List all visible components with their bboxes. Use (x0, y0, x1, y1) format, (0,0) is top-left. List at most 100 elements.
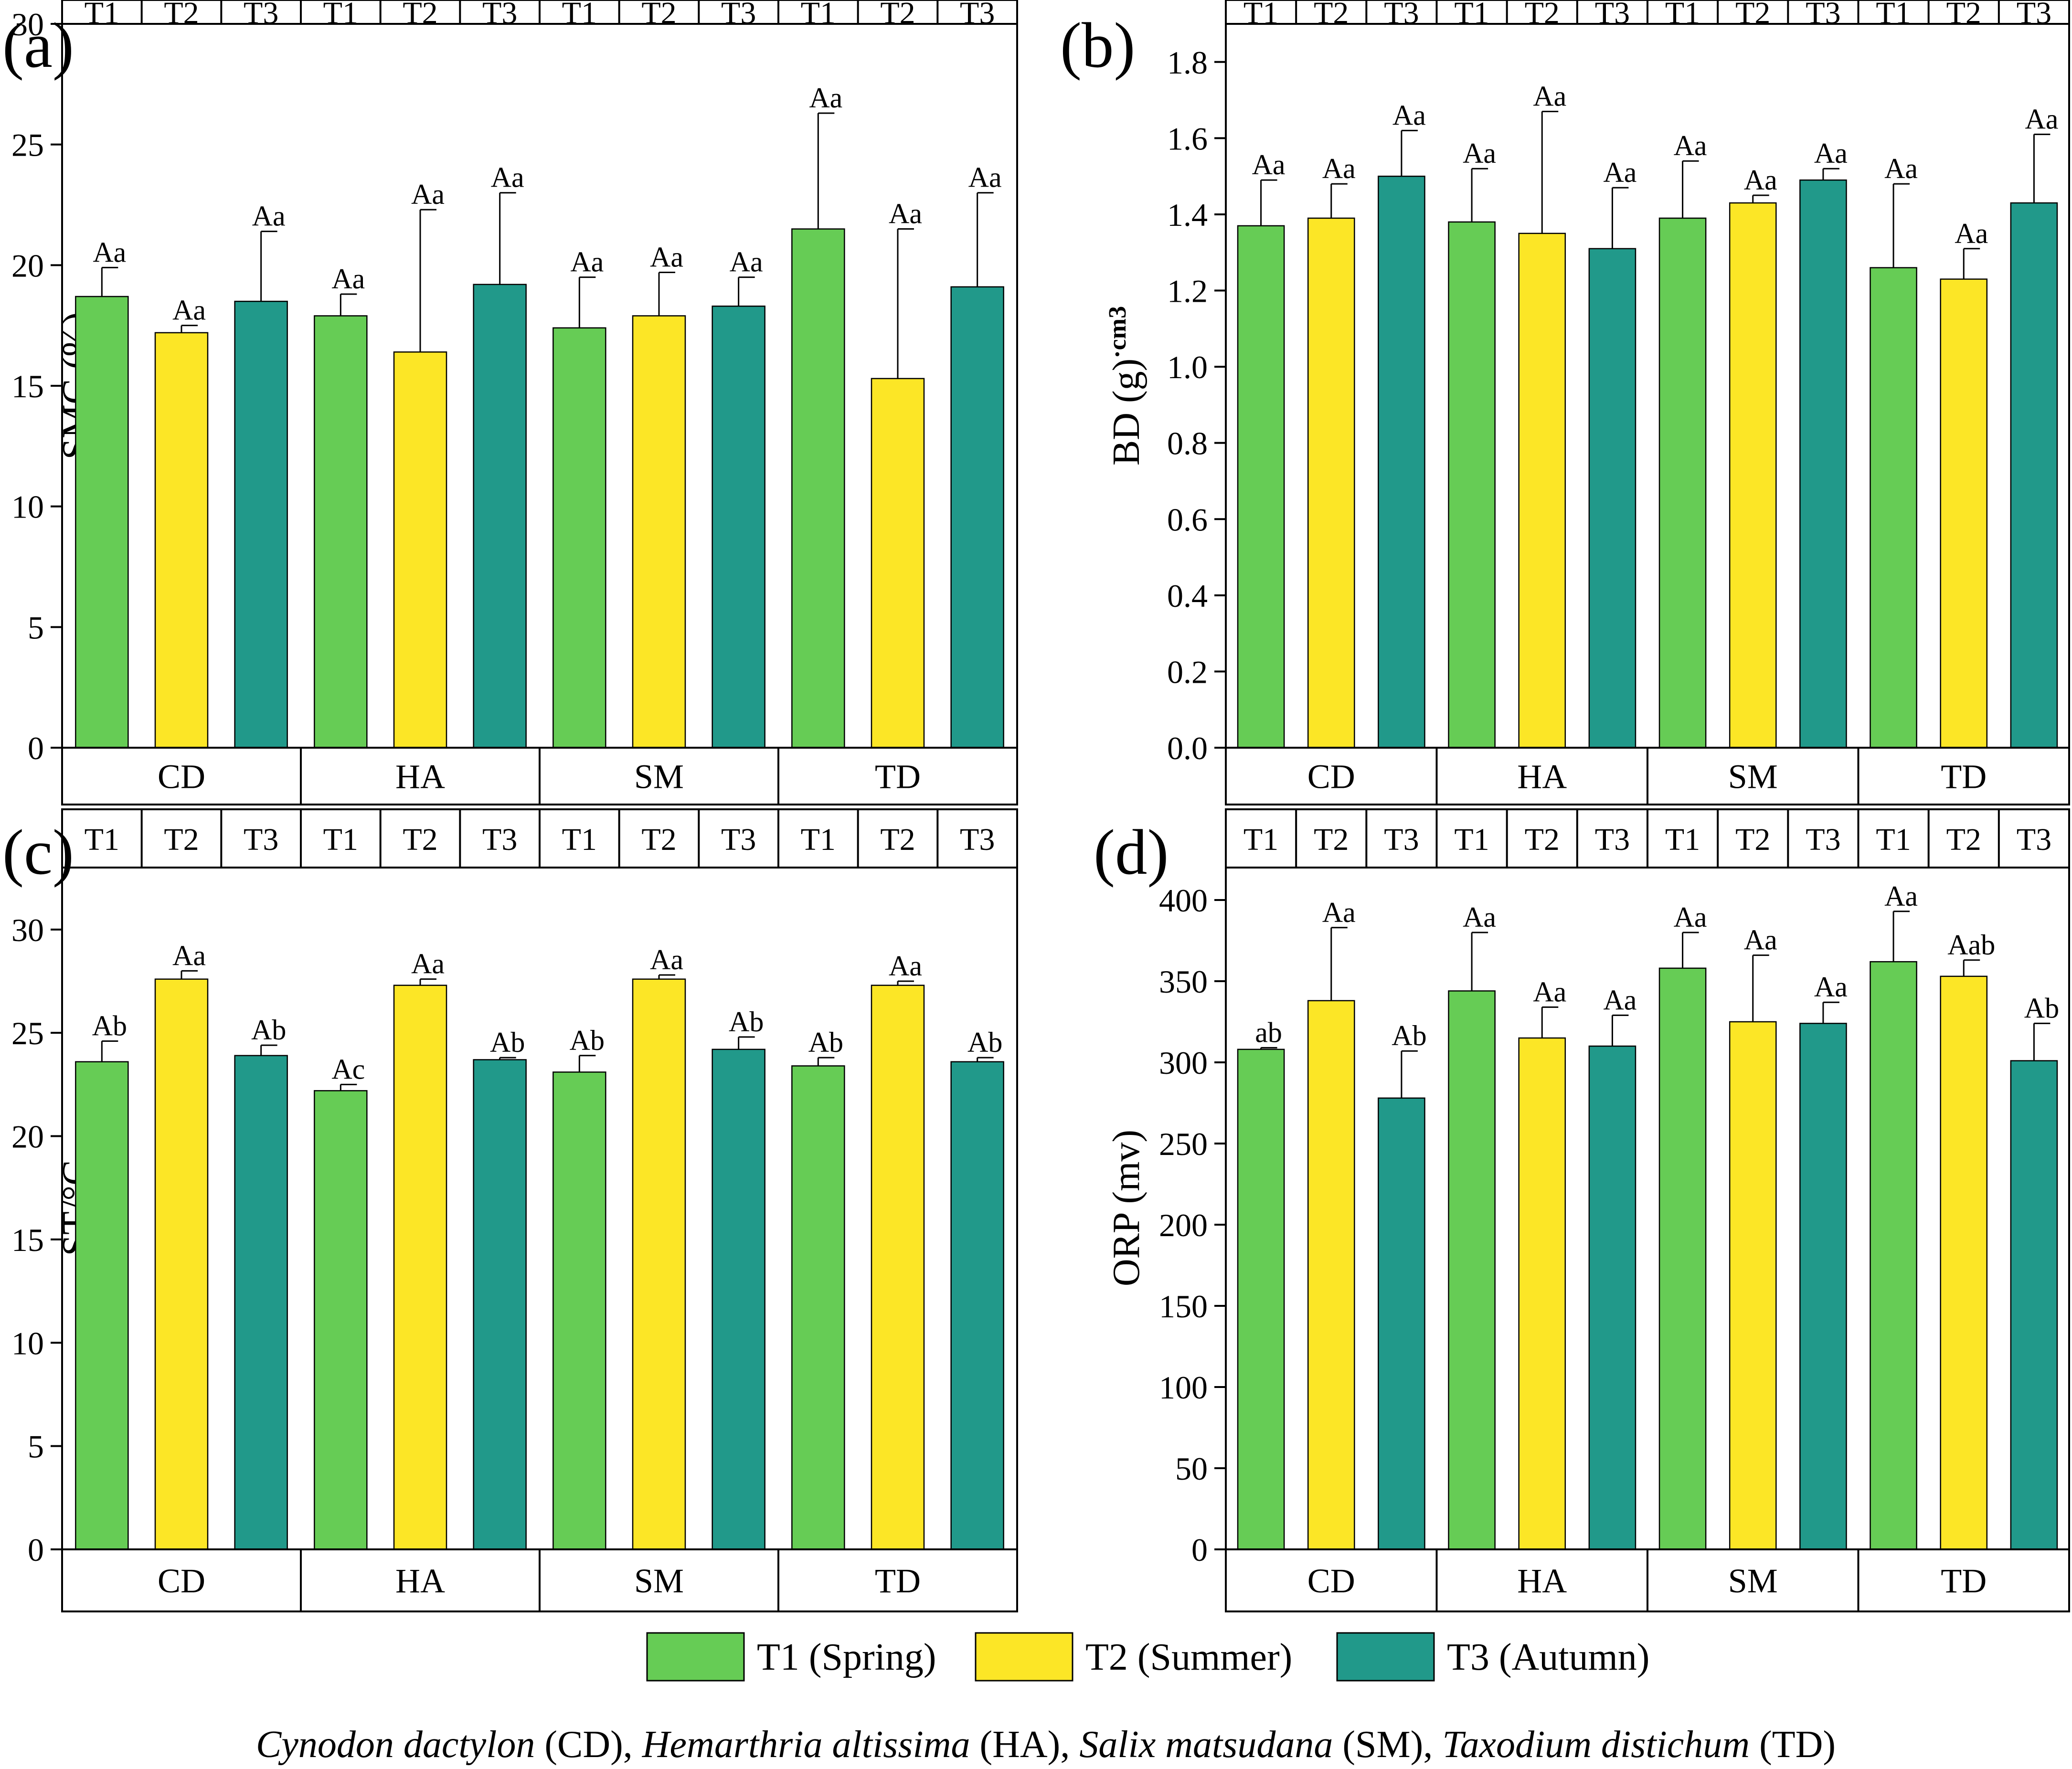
significance-letter: Ab (2024, 992, 2059, 1024)
bar (1940, 975, 1988, 1550)
top-label: T1 (85, 822, 119, 857)
significance-letter: Aa (1322, 153, 1356, 184)
y-tick-label: 20 (11, 1119, 44, 1155)
caption-part: Taxodium distichum (1442, 1724, 1750, 1766)
y-axis-label-superscript: ·cm3 (1104, 306, 1131, 359)
panel-b: (b)BD (g)·cm30.00.20.40.60.81.01.21.41.6… (1060, 0, 2070, 805)
category-label: CD (1307, 758, 1355, 796)
y-tick-label: 10 (11, 489, 44, 525)
bar (1870, 961, 1917, 1550)
top-label: T1 (85, 0, 119, 31)
significance-letter: Ab (1392, 1020, 1426, 1051)
y-tick-label: 350 (1159, 964, 1208, 1000)
category-label: CD (158, 758, 205, 796)
bar (1237, 225, 1285, 749)
bar (950, 1061, 1004, 1550)
y-tick-label: 20 (11, 247, 44, 284)
top-label: T3 (721, 822, 756, 857)
y-tick-label: 15 (11, 1222, 44, 1258)
top-label: T3 (1384, 822, 1419, 857)
significance-letter: Aa (968, 162, 1002, 193)
significance-letter: Ab (967, 1027, 1002, 1058)
significance-letter: Aa (1955, 218, 1988, 249)
top-label: T3 (960, 822, 995, 857)
top-label: T1 (562, 822, 597, 857)
significance-letter: Aa (1252, 149, 1286, 180)
caption-part: Cynodon dactylon (256, 1724, 535, 1766)
bar (1799, 179, 1847, 749)
y-tick-label: 0.2 (1167, 654, 1208, 690)
significance-letter: Aa (1744, 164, 1777, 196)
panel-d: (d) ORP (mv) 0 50 100 150 200 250 300 350 400 ab Aa A… (1094, 808, 2070, 1612)
top-label: T3 (244, 0, 278, 31)
y-tick-label: 1.2 (1167, 273, 1208, 309)
top-label: T1 (1243, 822, 1278, 857)
bar (1518, 1037, 1566, 1550)
y-tick-label: 0.0 (1167, 730, 1208, 766)
top-label: T1 (801, 822, 836, 857)
category-label: SM (1728, 1562, 1778, 1600)
y-tick-label: 300 (1159, 1045, 1208, 1081)
top-label: T1 (323, 822, 358, 857)
bar (1658, 967, 1707, 1550)
top-label: T2 (641, 822, 676, 857)
significance-letter: Aa (1674, 901, 1707, 933)
caption-part: (CD), (535, 1724, 642, 1766)
caption-part: Hemarthria altissima (642, 1724, 970, 1766)
bar (154, 978, 209, 1550)
top-label: T2 (880, 0, 915, 31)
significance-letter: Ac (331, 1053, 365, 1085)
significance-letter: Aab (1947, 929, 1995, 961)
bar (314, 1090, 368, 1550)
y-tick-label: 0 (28, 730, 44, 766)
top-label: T2 (1525, 0, 1560, 31)
bar (75, 296, 129, 749)
bar (1518, 233, 1566, 749)
y-tick-label: 0 (28, 1532, 44, 1568)
significance-letter: Aa (252, 201, 286, 232)
top-label: T2 (641, 0, 676, 31)
category-label: HA (1517, 758, 1567, 796)
top-label: T2 (1946, 0, 1981, 31)
category-label: HA (395, 1562, 445, 1600)
top-label: T3 (2017, 0, 2051, 31)
significance-letter: Aa (889, 950, 922, 982)
category-label: SM (634, 1562, 684, 1600)
top-label: T3 (960, 0, 995, 31)
significance-letter: Ab (570, 1025, 605, 1056)
category-label: CD (1307, 1562, 1355, 1600)
bar (791, 228, 845, 749)
top-label: T2 (1946, 822, 1981, 857)
legend-label-t1: T1 (Spring) (757, 1636, 936, 1678)
significance-letter: Aa (172, 295, 206, 326)
bar (1940, 278, 1988, 749)
significance-letter: Aa (491, 162, 524, 193)
significance-letter: Aa (1603, 157, 1636, 188)
y-tick-label: 50 (1175, 1451, 1208, 1487)
significance-letter: ab (1255, 1017, 1282, 1048)
top-label: T3 (482, 822, 517, 857)
top-label: T3 (1384, 0, 1419, 31)
top-label: T2 (880, 822, 915, 857)
y-tick-label: 15 (11, 368, 44, 404)
significance-letter: Aa (1322, 897, 1356, 928)
bar (712, 1049, 765, 1550)
panel-label: (d) (1094, 817, 1169, 888)
significance-letter: Aa (1884, 153, 1918, 184)
bar (1588, 1045, 1636, 1550)
top-label: T1 (562, 0, 597, 31)
bar (1448, 221, 1496, 749)
y-tick-label: 30 (11, 6, 44, 42)
significance-letter: Aa (650, 944, 683, 975)
bar (1307, 1000, 1355, 1550)
significance-letter: Ab (92, 1010, 127, 1041)
top-label: T1 (1876, 822, 1911, 857)
top-label: T2 (1735, 822, 1770, 857)
bar (1448, 990, 1496, 1550)
category-label: CD (158, 1562, 205, 1600)
y-tick-label: 400 (1159, 882, 1208, 919)
top-label: T2 (164, 0, 199, 31)
category-label: TD (1941, 1562, 1987, 1600)
legend-label-t3: T3 (Autumn) (1447, 1636, 1649, 1678)
